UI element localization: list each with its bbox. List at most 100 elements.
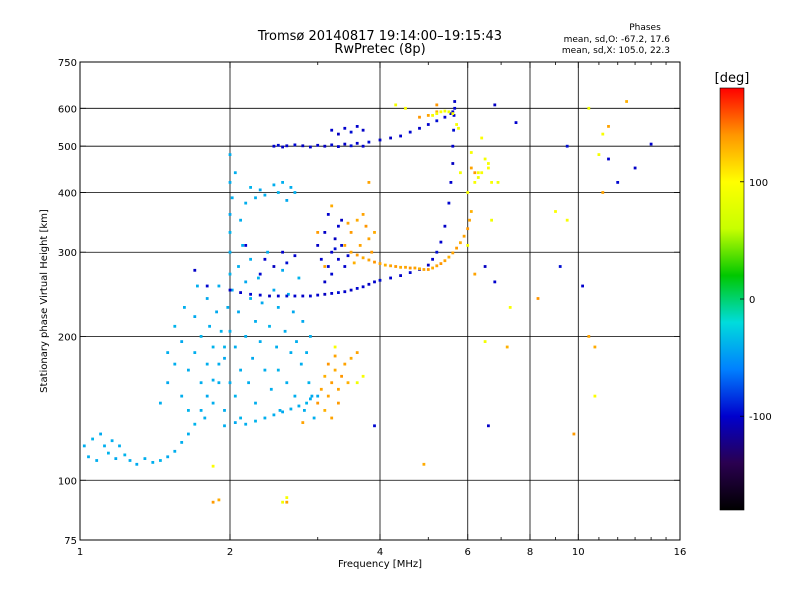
data-point (469, 210, 473, 213)
y-tick-label: 600 (58, 104, 77, 115)
data-point (343, 126, 347, 130)
data-point (244, 422, 248, 426)
data-point (361, 128, 365, 132)
data-point (281, 145, 284, 149)
axis-ticks: 1 2 4 6 8 10 16 75 100 200 300 400 500 600 750 (58, 58, 686, 558)
x-tick-label: 6 (465, 547, 471, 558)
data-point (281, 500, 284, 504)
data-point (373, 260, 376, 264)
data-point (316, 231, 320, 234)
data-point (443, 115, 447, 119)
data-point (349, 144, 353, 148)
x-tick-label: 4 (377, 547, 383, 558)
data-point (211, 401, 215, 405)
data-point (285, 261, 289, 265)
data-point (422, 462, 426, 466)
data-point (581, 284, 584, 288)
y-tick-label: 500 (58, 142, 77, 153)
data-point (244, 335, 248, 338)
data-point (87, 455, 90, 459)
data-point (514, 121, 518, 124)
data-point (276, 143, 280, 147)
data-point (404, 265, 407, 269)
data-point (330, 143, 334, 147)
data-point (309, 397, 312, 401)
data-point (355, 141, 359, 145)
stats-line-1: mean, sd,O: -67.2, 17.6 (564, 35, 671, 45)
data-point (217, 381, 221, 385)
data-point (173, 324, 177, 328)
data-point (435, 110, 439, 114)
stats-header: Phases (629, 23, 661, 33)
data-point (349, 356, 353, 360)
data-point (223, 424, 226, 428)
data-point (103, 444, 106, 448)
data-point (466, 244, 470, 247)
data-point (299, 362, 303, 366)
data-point (95, 459, 99, 462)
data-point (289, 186, 293, 189)
data-point (616, 181, 620, 184)
data-point (378, 262, 382, 265)
data-point (323, 374, 327, 378)
data-point (587, 335, 591, 338)
data-point (361, 285, 365, 289)
data-point (289, 407, 293, 411)
data-point (593, 345, 597, 349)
data-point (408, 271, 412, 274)
data-point (151, 461, 155, 464)
data-point (469, 151, 473, 154)
data-point (451, 251, 455, 255)
data-point (373, 280, 376, 284)
data-point (633, 166, 637, 170)
data-point (208, 324, 211, 328)
data-point (490, 181, 493, 184)
data-point (237, 265, 240, 268)
data-point (193, 268, 197, 272)
data-point (205, 394, 209, 398)
data-point (323, 280, 327, 284)
data-point (230, 196, 234, 200)
data-point (435, 112, 439, 115)
data-point (554, 210, 557, 213)
data-point (258, 340, 262, 343)
data-point (361, 213, 365, 216)
data-point (435, 250, 439, 254)
data-point (443, 224, 447, 228)
data-point (239, 368, 242, 372)
data-point (199, 335, 203, 338)
data-point (483, 265, 487, 268)
data-point (239, 416, 242, 420)
data-point (316, 394, 320, 398)
data-point (258, 272, 262, 276)
data-point (349, 130, 353, 134)
data-point (228, 381, 232, 385)
data-point (330, 381, 334, 385)
data-point (230, 288, 234, 292)
data-point (233, 345, 237, 349)
data-point (326, 362, 330, 366)
data-point (205, 284, 209, 288)
data-point (143, 457, 147, 460)
data-point (295, 340, 298, 343)
data-point (211, 500, 215, 504)
data-point (187, 409, 190, 412)
data-point (228, 250, 232, 254)
x-tick-label: 8 (527, 547, 533, 558)
data-point (383, 263, 387, 267)
data-point (326, 394, 330, 398)
data-point (310, 394, 314, 398)
data-point (316, 293, 320, 297)
data-point (601, 191, 605, 194)
grid-lines (80, 62, 680, 540)
data-point (228, 329, 232, 333)
data-point (449, 181, 453, 184)
data-point (249, 292, 252, 296)
data-point (323, 144, 327, 148)
data-point (439, 110, 443, 114)
data-point (487, 166, 490, 170)
data-point (281, 410, 284, 414)
data-point (135, 462, 139, 466)
data-point (301, 144, 305, 148)
data-point (293, 294, 297, 298)
